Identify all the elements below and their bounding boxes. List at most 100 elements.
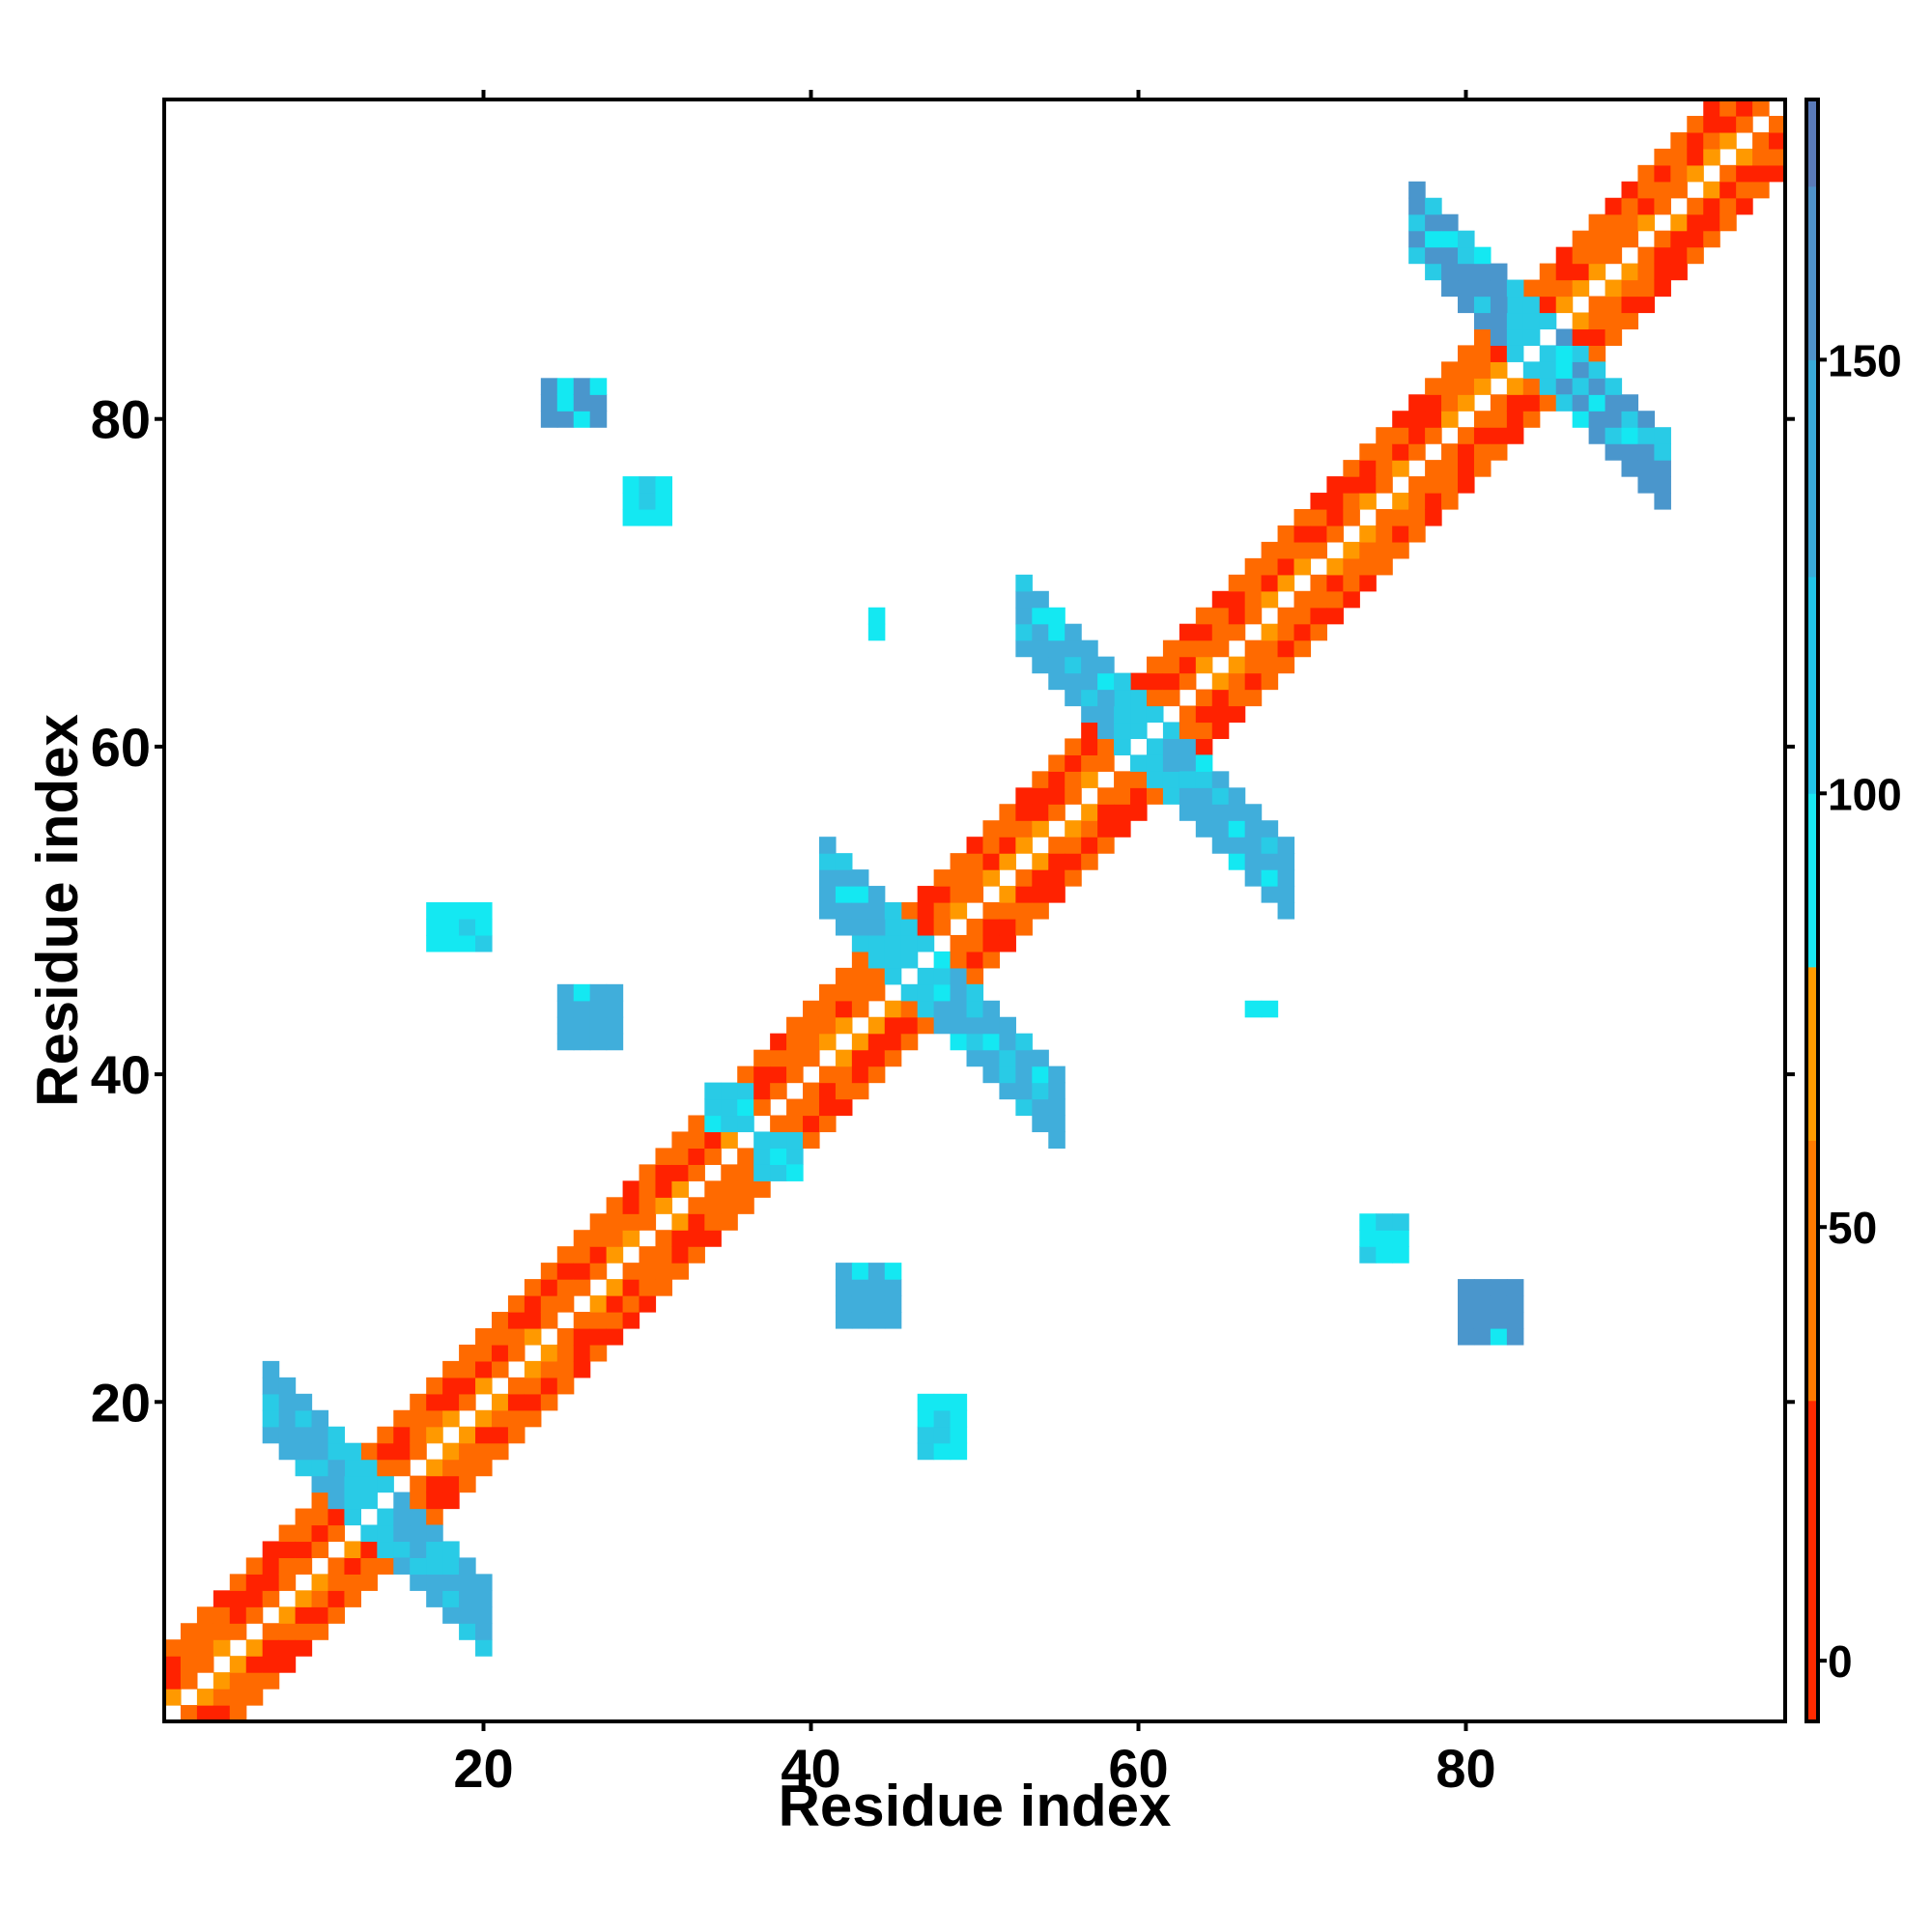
heatmap-cell — [1425, 508, 1442, 526]
heatmap-cell — [671, 1263, 689, 1280]
heatmap-cell — [753, 1082, 771, 1100]
heatmap-cell — [507, 1393, 526, 1411]
heatmap-cell — [1179, 623, 1197, 641]
heatmap-cell — [966, 837, 984, 854]
heatmap-cell — [688, 1197, 705, 1214]
heatmap-cell — [540, 1279, 558, 1296]
heatmap-cell — [1490, 296, 1508, 314]
heatmap-cell — [442, 902, 460, 920]
colorbar-segment — [1806, 1400, 1818, 1722]
heatmap-cell — [999, 1016, 1016, 1035]
heatmap-cell — [311, 1475, 329, 1493]
heatmap-cell — [803, 1115, 820, 1133]
heatmap-cell — [1719, 131, 1737, 150]
heatmap-cell — [1408, 394, 1426, 412]
heatmap-cell — [1490, 1327, 1508, 1346]
heatmap-cell — [1637, 411, 1655, 428]
heatmap-cell — [900, 918, 919, 936]
heatmap-cell — [770, 1049, 787, 1067]
heatmap-cell — [1425, 263, 1442, 281]
heatmap-cell — [884, 934, 902, 952]
heatmap-cell — [1179, 656, 1197, 674]
heatmap-cell — [327, 1426, 346, 1444]
colorbar-tick-label: 50 — [1828, 1203, 1877, 1253]
heatmap-cell — [982, 951, 1001, 969]
heatmap-cell — [999, 804, 1016, 821]
heatmap-cell — [900, 1016, 919, 1035]
heatmap-cell — [1621, 230, 1639, 248]
heatmap-cell — [360, 1475, 378, 1493]
heatmap-cell — [1211, 590, 1230, 609]
heatmap-cell — [622, 1213, 640, 1231]
heatmap-cell — [327, 1606, 346, 1624]
heatmap-cell — [507, 1377, 526, 1395]
heatmap-cell — [1392, 525, 1409, 543]
heatmap-cell — [1228, 837, 1246, 854]
heatmap-cell — [1572, 263, 1590, 281]
heatmap-cell — [1032, 853, 1049, 870]
heatmap-cell — [704, 1082, 722, 1100]
heatmap-cell — [835, 918, 853, 936]
heatmap-cell — [573, 1033, 591, 1051]
heatmap-cell — [818, 1016, 837, 1035]
heatmap-cell — [229, 1705, 247, 1722]
heatmap-cell — [966, 1016, 984, 1035]
heatmap-cell — [1114, 705, 1131, 724]
heatmap-cell — [360, 1557, 378, 1575]
heatmap-cell — [278, 1541, 297, 1558]
heatmap-cell — [639, 493, 657, 510]
heatmap-cell — [999, 918, 1016, 936]
heatmap-cell — [1015, 886, 1033, 903]
heatmap-cell — [721, 1213, 738, 1231]
heatmap-cell — [1752, 99, 1770, 117]
heatmap-cell — [491, 1344, 509, 1362]
heatmap-cell — [1752, 181, 1770, 199]
heatmap-cell — [1032, 820, 1049, 838]
heatmap-cell — [606, 1230, 624, 1247]
heatmap-cell — [933, 983, 952, 1002]
heatmap-cell — [688, 1230, 705, 1247]
heatmap-cell — [589, 1230, 608, 1247]
heatmap-cell — [1326, 493, 1344, 510]
heatmap-cell — [393, 1557, 411, 1575]
heatmap-cell — [1458, 443, 1475, 461]
heatmap-cell — [917, 902, 935, 920]
heatmap-cell — [589, 378, 608, 395]
heatmap-cell — [1032, 787, 1049, 805]
heatmap-cell — [426, 1524, 443, 1543]
heatmap-cell — [639, 476, 657, 494]
heatmap-cell — [884, 902, 902, 920]
heatmap-cell — [245, 1639, 264, 1657]
heatmap-cell — [622, 1230, 640, 1247]
heatmap-cell — [884, 951, 902, 969]
heatmap-cell — [1392, 1230, 1409, 1247]
heatmap-cell — [442, 918, 460, 936]
heatmap-cell — [459, 1377, 476, 1395]
heatmap-cell — [164, 1672, 182, 1690]
heatmap-cell — [1441, 493, 1459, 510]
heatmap-cell — [1228, 820, 1246, 838]
heatmap-cell — [851, 1000, 869, 1018]
heatmap-cell — [1555, 296, 1574, 314]
heatmap-cell — [737, 1065, 754, 1084]
heatmap-cell — [1473, 246, 1492, 265]
heatmap-cell — [393, 1426, 411, 1444]
heatmap-cell — [1539, 263, 1557, 281]
heatmap-cell — [1441, 246, 1459, 265]
heatmap-cell — [1588, 394, 1606, 412]
heatmap-cell — [1490, 1295, 1508, 1313]
heatmap-cell — [1522, 378, 1541, 395]
heatmap-cell — [1719, 164, 1737, 183]
heatmap-cell — [1588, 427, 1606, 444]
heatmap-cell — [295, 1442, 313, 1461]
heatmap-cell — [1687, 213, 1704, 232]
heatmap-cell — [851, 934, 869, 952]
heatmap-cell — [556, 1246, 575, 1264]
heatmap-cell — [1048, 639, 1065, 658]
heatmap-cell — [1032, 1065, 1049, 1084]
heatmap-cell — [245, 1557, 264, 1575]
heatmap-cell — [1179, 722, 1197, 740]
heatmap-cell — [1425, 460, 1442, 477]
heatmap-cell — [884, 1049, 902, 1067]
heatmap-cell — [818, 1000, 837, 1018]
